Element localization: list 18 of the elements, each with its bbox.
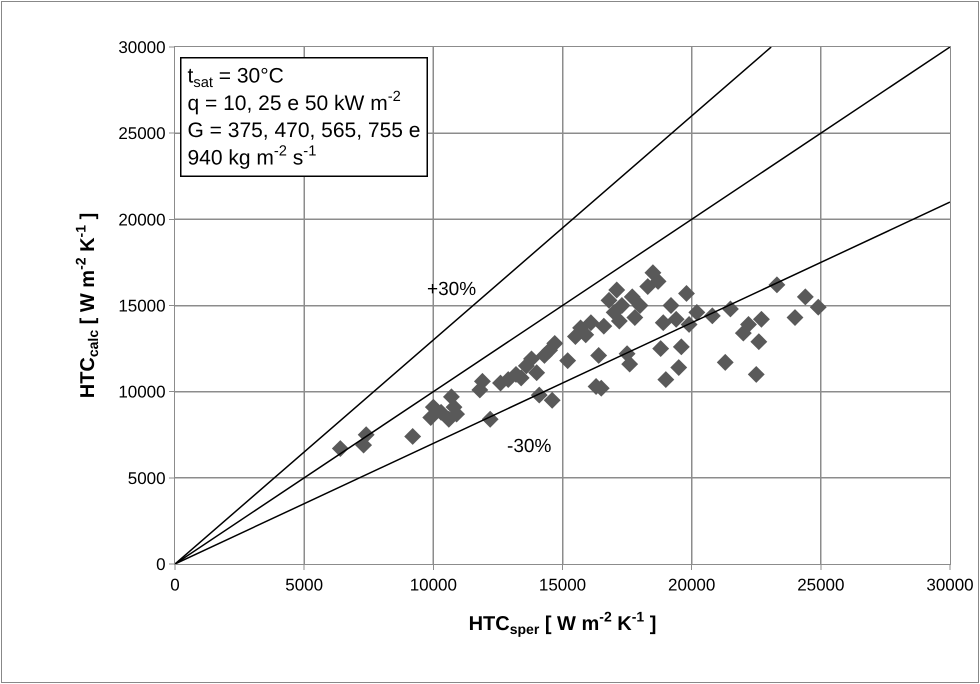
x-tick-label: 0 xyxy=(170,575,180,594)
annotation: +30% xyxy=(427,279,476,300)
x-tick-label: 5000 xyxy=(285,575,324,594)
x-tick-label: 20000 xyxy=(668,575,716,594)
annotation: -30% xyxy=(507,436,552,457)
y-tick-label: 5000 xyxy=(128,468,166,488)
text: t$_{sat}$ = 30°C q = 10, 25 e 50 kW m$^{-2}$ G = 375, 470, 565, 755 e 940 kg m$^{-2}$ s$^{-1}$ xyxy=(188,64,420,170)
y-tick-label: 0 xyxy=(156,554,166,574)
x-tick-label: 25000 xyxy=(797,575,844,594)
y-tick-label: 30000 xyxy=(118,38,166,57)
x-tick-label: 15000 xyxy=(538,575,586,594)
y-tick-label: 25000 xyxy=(118,124,166,144)
x-axis-title: HTC$_{sper}$ [ W m$^{-2}$ K$^{-1}$ ] xyxy=(468,608,656,638)
x-tick-label: 10000 xyxy=(410,575,457,594)
y-tick-label: 20000 xyxy=(118,210,166,230)
x-tick-label: 30000 xyxy=(926,575,974,594)
y-tick-label: 10000 xyxy=(118,382,166,402)
y-tick-label: 15000 xyxy=(118,296,166,316)
